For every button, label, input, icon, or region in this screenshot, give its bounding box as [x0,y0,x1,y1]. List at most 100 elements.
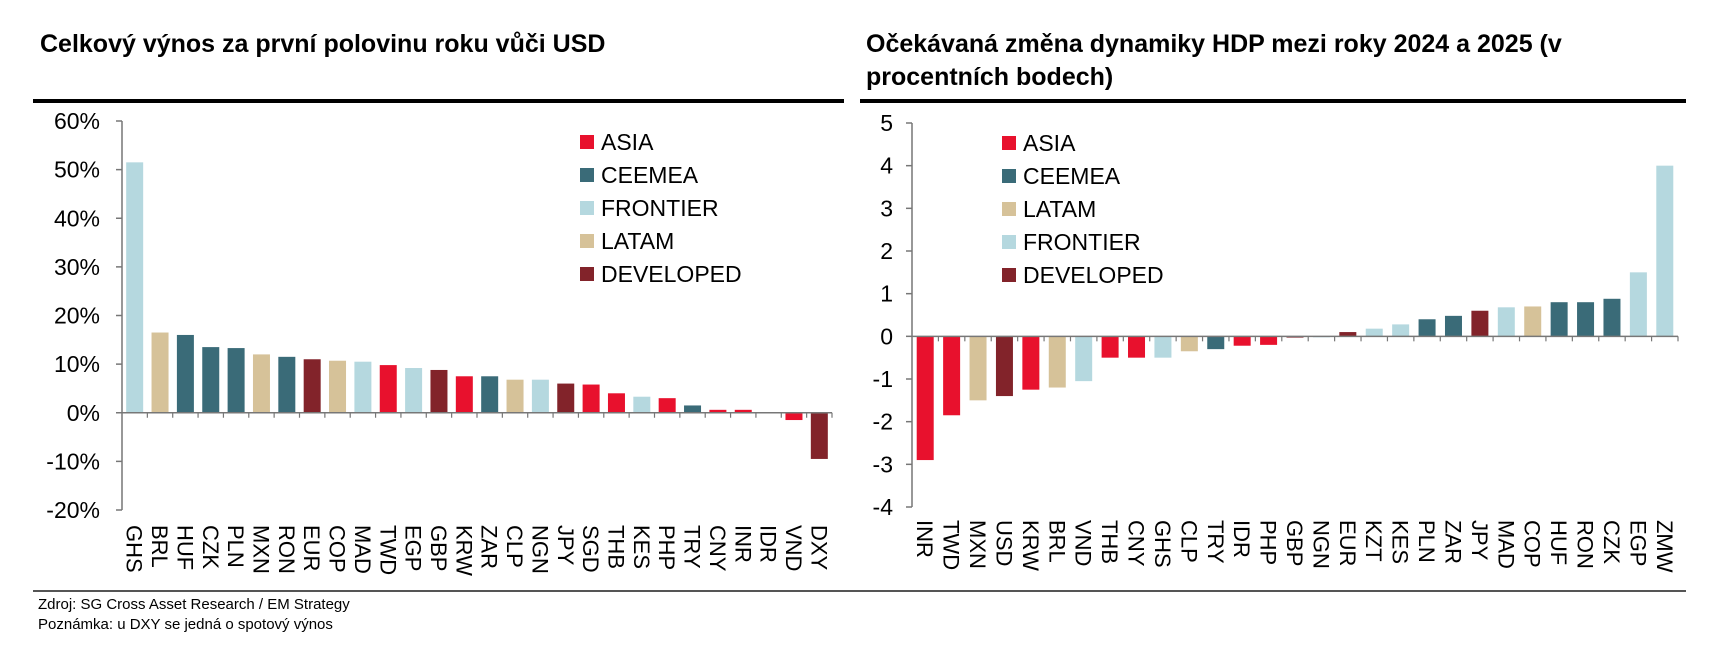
chart1-legend-label-asia: ASIA [601,129,654,155]
chart2-x-tick-label: RON [1573,520,1598,569]
chart1-bar-thb [607,393,625,413]
chart2-x-tick-label: MAD [1493,520,1518,569]
chart2-y-tick-label: 1 [880,281,893,307]
chart1-bar-dxy [810,412,828,459]
chart2-bar-czk [1603,298,1621,337]
chart2-x-tick-label: GHS [1150,520,1175,568]
chart2-bar-cny [1128,336,1146,358]
chart1-bar-eur [303,359,321,413]
chart2-bar-inr [916,336,934,461]
chart2-bar-mad [1497,307,1515,337]
chart1-bar-pln [227,348,245,413]
chart2-legend-label-latam: LATAM [1023,196,1096,222]
chart1-y-tick-label: 10% [54,351,100,377]
chart1-legend-label-ceemea: CEEMEA [601,162,699,188]
source-note: Zdroj: SG Cross Asset Research / EM Stra… [38,596,350,613]
chart1-bar-mxn [252,354,270,413]
chart1-bar-cop [329,360,347,413]
chart2-x-tick-label: COP [1520,520,1545,568]
chart2-bar-kzt [1365,328,1383,337]
chart2-title: Očekávaná změna dynamiky HDP mezi roky 2… [866,30,1562,91]
chart1-bar-egp [405,368,423,413]
chart1-y-tick-label: -10% [46,448,100,474]
chart1-bar-ngn [531,379,549,413]
chart2-bar-zar [1444,315,1462,337]
chart1-y-tick-label: -20% [46,497,100,523]
chart1-bar-huf [176,334,194,413]
chart2-legend-label-developed: DEVELOPED [1023,262,1164,288]
chart2-legend-swatch-ceemea [1002,169,1016,183]
chart1-legend-swatch-developed [580,267,594,281]
chart1-x-tick-label: JPY [553,525,578,566]
chart1-x-tick-label: INR [730,525,755,563]
chart1-x-tick-label: VND [781,525,806,571]
chart1-bar-ghs [126,162,144,413]
chart1-x-tick-label: ZAR [477,525,502,569]
chart2-y-tick-label: 4 [880,153,893,179]
chart1-x-tick-label: PLN [223,525,248,568]
chart2-y-tick-label: 3 [880,195,893,221]
chart1-bar-jpy [557,383,575,413]
chart1-x-tick-label: DXY [806,525,831,571]
chart2-bar-twd [943,336,961,416]
chart2-legend-label-asia: ASIA [1023,130,1076,156]
chart1-bar-czk [202,347,220,413]
chart2-legend-label-ceemea: CEEMEA [1023,163,1121,189]
chart2-x-tick-label: PHP [1256,520,1281,565]
chart2-x-tick-label: USD [991,520,1016,566]
footnote: Poznámka: u DXY se jedná o spotový výnos [38,616,333,633]
chart2-x-tick-label: ZMW [1652,520,1677,573]
chart2-x-tick-label: EGP [1625,520,1650,566]
chart1-bar-ron [278,356,296,413]
chart1-x-tick-label: TWD [375,525,400,575]
chart1-title-rule [33,99,844,103]
chart1-bar-twd [379,365,397,413]
chart2-x-tick-label: CNY [1124,520,1149,567]
chart2-x-tick-label: KZT [1361,520,1386,562]
chart1-bar-kes [633,396,651,413]
chart2-legend-swatch-frontier [1002,235,1016,249]
chart2-y-tick-label: -3 [873,451,893,477]
chart1-y-tick-label: 40% [54,205,100,231]
chart2-bar-egp [1629,272,1647,337]
chart2-x-tick-label: BRL [1044,520,1069,563]
chart1-legend-swatch-asia [580,135,594,149]
chart2-bar-kes [1392,324,1410,337]
chart1-bar-mad [354,361,372,413]
chart1-x-tick-label: CZK [198,525,223,569]
chart1-title: Celkový výnos za první polovinu roku vůč… [40,30,606,58]
chart2-bar-php [1260,336,1278,345]
chart2-x-tick-label: VND [1071,520,1096,566]
chart1-legend-swatch-latam [580,234,594,248]
chart1-x-tick-label: CLP [502,525,527,568]
chart2-y-tick-label: -2 [873,409,893,435]
chart1-legend-swatch-frontier [580,201,594,215]
chart2-title-rule [860,99,1686,103]
chart2-x-tick-label: HUF [1546,520,1571,565]
chart2-bar-eur [1339,332,1357,337]
chart1-x-tick-label: NGN [527,525,552,574]
chart2-x-tick-label: TWD [939,520,964,570]
chart2-x-tick-label: TRY [1203,520,1228,564]
chart1-x-tick-label: KES [629,525,654,569]
chart2-x-tick-label: MXN [965,520,990,569]
chart1-bar-gbp [430,369,448,413]
chart1-x-tick-label: KRW [451,525,476,576]
chart2-x-tick-label: CZK [1599,520,1624,564]
chart1-bar-krw [455,376,473,413]
chart1-y-tick-label: 60% [54,108,100,134]
chart2-y-tick-label: 0 [880,323,893,349]
chart1-bar-php [658,398,676,413]
chart1-x-tick-label: EUR [299,525,324,571]
chart1-x-tick-label: MAD [350,525,375,574]
chart1-y-tick-label: 30% [54,254,100,280]
chart2-legend-swatch-developed [1002,268,1016,282]
chart2-legend-swatch-latam [1002,202,1016,216]
chart1-y-tick-label: 20% [54,303,100,329]
chart1-x-tick-label: TRY [680,525,705,569]
chart2-x-tick-label: ZAR [1440,520,1465,564]
chart2-x-tick-label: KES [1388,520,1413,564]
chart2-y-tick-label: -4 [873,494,894,520]
